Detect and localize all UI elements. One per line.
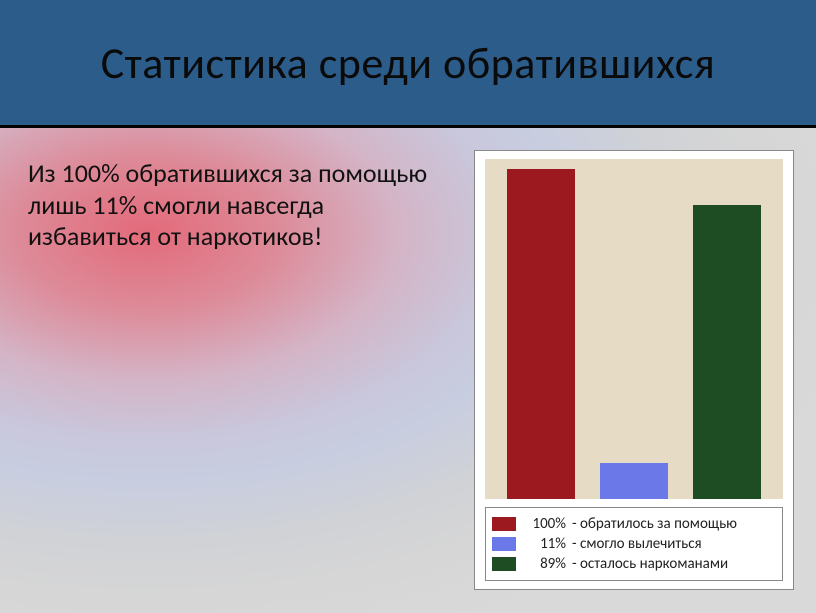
chart-panel: 100% - обратилось за помощью 11% - смогл… bbox=[474, 150, 794, 590]
legend-row-0: 100% - обратилось за помощью bbox=[492, 516, 776, 533]
legend-swatch-2 bbox=[492, 557, 516, 571]
legend-label-0: - обратилось за помощью bbox=[572, 516, 776, 533]
chart-plot-area bbox=[485, 159, 783, 499]
bar-2 bbox=[693, 205, 761, 499]
page-title: Статистика среди обратившихся bbox=[101, 36, 716, 90]
legend-pct-2: 89% bbox=[522, 556, 566, 573]
legend-row-2: 89% - осталось наркоманами bbox=[492, 556, 776, 573]
legend-swatch-0 bbox=[492, 517, 516, 531]
legend-label-2: - осталось наркоманами bbox=[572, 556, 776, 573]
body-paragraph: Из 100% обратившихся за помощью лишь 11%… bbox=[28, 158, 428, 253]
title-band: Статистика среди обратившихся bbox=[0, 0, 816, 128]
bar-1 bbox=[600, 463, 668, 499]
legend-pct-1: 11% bbox=[522, 536, 566, 553]
legend-swatch-1 bbox=[492, 537, 516, 551]
legend-label-1: - смогло вылечиться bbox=[572, 536, 776, 553]
legend-pct-0: 100% bbox=[522, 516, 566, 533]
chart-legend: 100% - обратилось за помощью 11% - смогл… bbox=[485, 507, 783, 581]
legend-row-1: 11% - смогло вылечиться bbox=[492, 536, 776, 553]
chart-bars bbox=[485, 159, 783, 499]
bar-0 bbox=[507, 169, 575, 499]
